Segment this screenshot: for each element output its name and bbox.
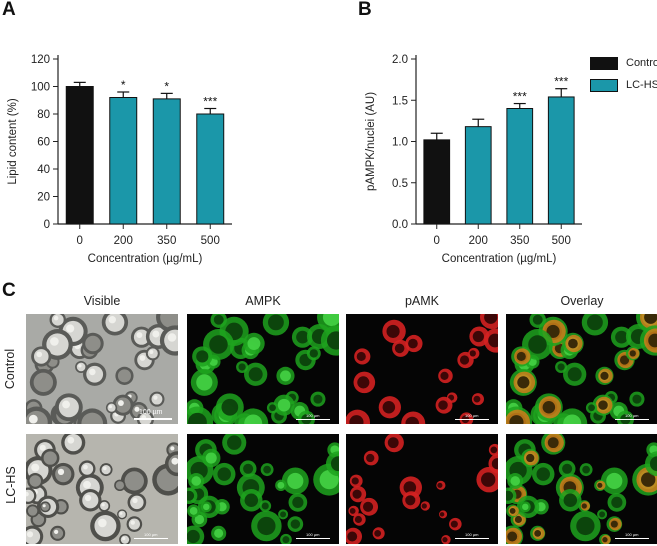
chart-b-x-tick-label: 350 [510, 235, 529, 247]
legend-item-control: Control [590, 52, 657, 74]
micrograph-lchs-overlay [506, 434, 657, 544]
micrograph-control-pamk [346, 314, 498, 424]
legend-item-lchs: LC-HS [590, 74, 657, 96]
scalebar-label-lchs-pamk: 100 µm [465, 532, 479, 537]
scalebar-label-lchs-visible: 100 µm [144, 532, 158, 537]
chart-a-y-tick-label: 60 [37, 137, 50, 149]
chart-b-significance-500: *** [554, 75, 568, 89]
column-title-overlay: Overlay [560, 294, 604, 308]
micrograph-lchs-visible [26, 434, 178, 544]
row-label-control: Control [3, 348, 18, 390]
chart-b-y-tick-label: 0.5 [392, 178, 408, 190]
chart-b-bar-350 [506, 108, 534, 225]
micrograph-control-ampk [187, 314, 339, 424]
chart-a-x-axis-label: Concentration (µg/mL) [88, 253, 203, 265]
scalebar-lchs-visible [134, 538, 168, 539]
chart-a-y-tick-label: 80 [37, 109, 50, 121]
chart-a-bar-0 [65, 86, 94, 225]
legend-label-control: Control [626, 57, 657, 69]
scalebar-label-control-ampk: 100 µm [306, 413, 320, 418]
panel-letter-b: B [358, 0, 372, 20]
chart-a-y-tick-label: 0 [44, 219, 50, 231]
scalebar-control-pamk [455, 419, 489, 420]
row-label-lchs: LC-HS [3, 466, 18, 504]
scalebar-label-control-overlay: 100 µm [625, 413, 639, 418]
column-title-visible: Visible [83, 294, 121, 308]
scalebar-lchs-ampk [296, 538, 330, 539]
scalebar-control-overlay [615, 419, 649, 420]
chart-a-x-tick-label: 200 [114, 235, 133, 247]
chart-a-y-axis-label: Lipid content (%) [7, 98, 19, 184]
legend-label-lchs: LC-HS [626, 79, 657, 91]
chart-b-x-tick-label: 500 [552, 235, 571, 247]
chart-a-bar-350 [152, 98, 181, 225]
panel-letter-a: A [2, 0, 16, 20]
scalebar-control-ampk [296, 419, 330, 420]
scalebar-lchs-overlay [615, 538, 649, 539]
scalebar-control-visible [134, 418, 172, 420]
column-title-pamk: pAMK [404, 294, 440, 308]
column-title-ampk: AMPK [245, 294, 281, 308]
chart-b-y-axis-label: pAMPK/nuclei (AU) [365, 92, 377, 191]
chart-a-x-tick-label: 0 [77, 235, 83, 247]
scalebar-label-control-pamk: 100 µm [465, 413, 479, 418]
chart-a-y-tick-label: 20 [37, 192, 50, 204]
chart-a-lipid-content: 0 20 40 60 80 100 120 0 * 200 * 350 *** 500 Concentrat… [7, 54, 232, 265]
chart-b-y-tick-label: 2.0 [392, 54, 408, 66]
scalebar-label-control-visible: 100 µm [139, 409, 163, 416]
panel-letter-c: C [2, 280, 16, 301]
chart-a-x-tick-label: 500 [201, 235, 220, 247]
chart-b-x-tick-label: 200 [469, 235, 488, 247]
chart-a-y-tick-label: 120 [31, 54, 50, 66]
chart-a-significance-350: * [164, 79, 169, 93]
scalebar-label-lchs-ampk: 100 µm [306, 532, 320, 537]
micrograph-lchs-pamk [346, 434, 498, 544]
scalebar-lchs-pamk [455, 538, 489, 539]
chart-b-pampk: 0.0 0.5 1.0 1.5 2.0 0 200 *** 350 *** 500 Concentra… [365, 54, 582, 265]
chart-b-bar-200 [464, 126, 492, 225]
chart-b-x-axis-label: Concentration (µg/mL) [442, 253, 557, 265]
chart-b-y-tick-label: 1.5 [392, 95, 408, 107]
chart-a-significance-200: * [121, 78, 126, 92]
scalebar-label-lchs-overlay: 100 µm [625, 532, 639, 537]
chart-a-x-tick-label: 350 [157, 235, 176, 247]
chart-a-y-tick-label: 40 [37, 164, 50, 176]
chart-a-bar-500 [196, 113, 225, 225]
chart-b-y-tick-label: 1.0 [392, 137, 408, 149]
chart-b-y-tick-label: 0.0 [392, 219, 408, 231]
chart-b-x-tick-label: 0 [434, 235, 440, 247]
micrograph-lchs-ampk [187, 434, 339, 544]
chart-a-y-tick-label: 100 [31, 82, 50, 94]
legend-swatch-control [590, 56, 618, 70]
chart-b-significance-350: *** [513, 90, 527, 104]
chart-a-bar-200 [109, 97, 138, 225]
chart-b-bar-500 [547, 96, 575, 225]
chart-legend: Control LC-HS [590, 52, 657, 96]
chart-b-bar-0 [423, 139, 451, 225]
micrograph-control-visible [26, 314, 178, 424]
chart-a-significance-500: *** [203, 95, 217, 109]
micrograph-control-overlay [506, 314, 657, 424]
legend-swatch-lchs [590, 78, 618, 92]
